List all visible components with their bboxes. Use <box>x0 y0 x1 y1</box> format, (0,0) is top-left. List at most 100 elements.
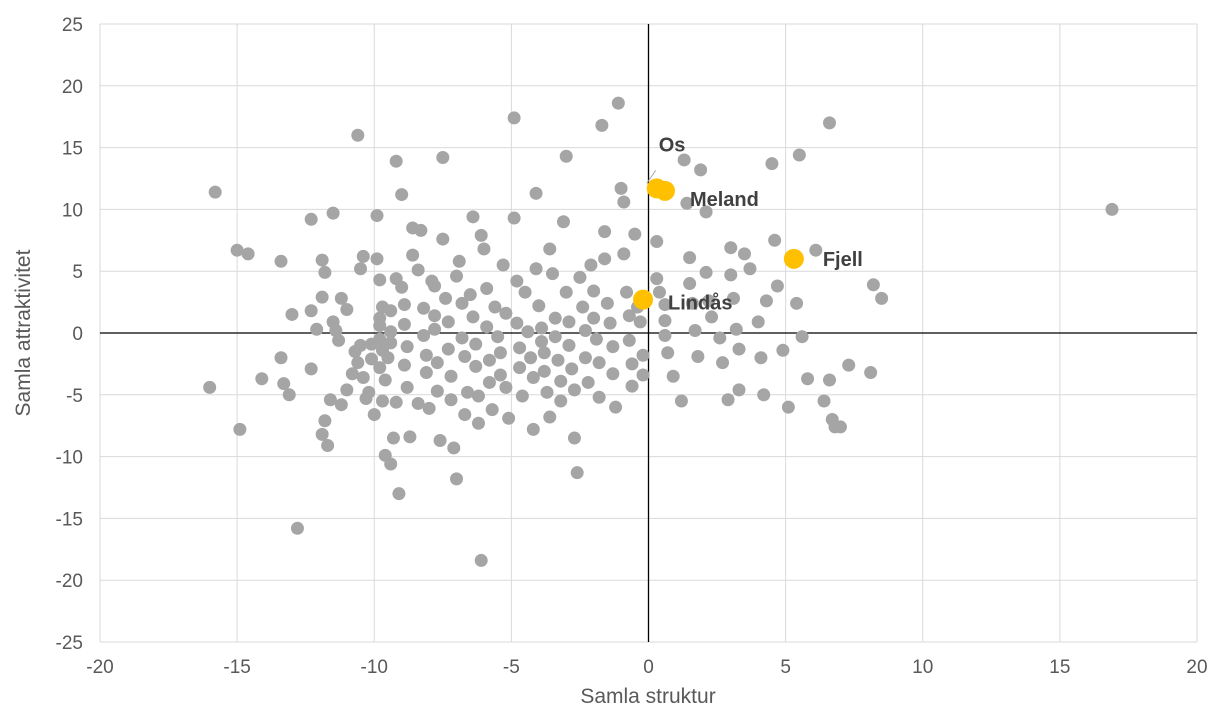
data-point <box>397 358 411 372</box>
data-point <box>422 401 436 415</box>
x-tick-label: -10 <box>361 657 388 678</box>
data-point <box>620 285 634 299</box>
data-point <box>592 390 606 404</box>
data-point <box>705 310 719 324</box>
data-point <box>625 357 639 371</box>
data-point <box>636 348 650 362</box>
data-point <box>609 400 623 414</box>
data-point <box>699 265 713 279</box>
data-point <box>578 324 592 338</box>
data-point <box>373 332 387 346</box>
data-point <box>732 342 746 356</box>
data-point <box>716 356 730 370</box>
data-point <box>567 431 581 445</box>
data-point <box>315 290 329 304</box>
data-point <box>203 380 217 394</box>
y-axis-title: Samla attraktivitet <box>12 249 35 416</box>
data-point <box>565 362 579 376</box>
data-point <box>614 181 628 195</box>
data-point <box>724 268 738 282</box>
data-point <box>611 96 625 110</box>
data-point <box>444 369 458 383</box>
x-tick-label: -15 <box>223 657 250 678</box>
data-point <box>658 328 672 342</box>
data-point <box>428 322 442 336</box>
data-point <box>411 396 425 410</box>
data-point <box>417 328 431 342</box>
data-point <box>480 320 494 334</box>
data-point <box>389 395 403 409</box>
data-point <box>677 153 691 167</box>
data-point <box>537 364 551 378</box>
data-point <box>562 315 576 329</box>
data-point <box>370 252 384 266</box>
data-point <box>441 315 455 329</box>
data-point <box>458 349 472 363</box>
data-point <box>559 285 573 299</box>
data-point <box>318 265 332 279</box>
x-tick-label: -20 <box>86 657 113 678</box>
data-point <box>721 393 735 407</box>
data-point <box>817 394 831 408</box>
data-point <box>491 330 505 344</box>
y-tick-label: -10 <box>56 448 83 469</box>
data-point <box>521 325 535 339</box>
data-point <box>729 322 743 336</box>
data-point <box>875 291 889 305</box>
data-point <box>340 383 354 397</box>
data-point <box>598 252 612 266</box>
data-point <box>332 333 346 347</box>
data-point <box>535 321 549 335</box>
data-point <box>1105 202 1119 216</box>
data-point <box>255 372 269 386</box>
data-point <box>573 270 587 284</box>
data-point <box>529 186 543 200</box>
data-point <box>436 232 450 246</box>
data-point <box>397 298 411 312</box>
data-point <box>833 420 847 434</box>
data-point <box>622 333 636 347</box>
data-point <box>384 325 398 339</box>
data-point <box>770 279 784 293</box>
data-point <box>414 223 428 237</box>
data-point <box>318 414 332 428</box>
data-point <box>233 422 247 436</box>
data-point <box>776 343 790 357</box>
highlight-point <box>783 248 804 269</box>
data-point <box>567 383 581 397</box>
y-tick-label: 25 <box>62 15 83 36</box>
data-point <box>373 273 387 287</box>
data-point <box>375 394 389 408</box>
highlight-point <box>633 289 654 310</box>
data-point <box>460 385 474 399</box>
data-point <box>537 346 551 360</box>
data-point <box>502 411 516 425</box>
data-point <box>732 383 746 397</box>
data-point <box>419 366 433 380</box>
data-point <box>587 284 601 298</box>
data-point <box>433 434 447 448</box>
data-point <box>471 389 485 403</box>
data-point <box>310 322 324 336</box>
data-point <box>754 351 768 365</box>
data-points <box>203 96 1119 567</box>
data-point <box>351 128 365 142</box>
data-point <box>526 370 540 384</box>
data-point <box>751 315 765 329</box>
data-point <box>208 185 222 199</box>
x-tick-label: 5 <box>780 657 791 678</box>
data-point <box>513 361 527 375</box>
data-point <box>463 288 477 302</box>
data-point <box>384 336 398 350</box>
data-point <box>556 215 570 229</box>
data-point <box>290 521 304 535</box>
data-point <box>345 367 359 381</box>
data-point <box>441 342 455 356</box>
data-point <box>724 241 738 255</box>
data-point <box>540 385 554 399</box>
data-point <box>622 309 636 323</box>
data-point <box>727 291 741 305</box>
data-point <box>400 380 414 394</box>
data-point <box>658 298 672 312</box>
